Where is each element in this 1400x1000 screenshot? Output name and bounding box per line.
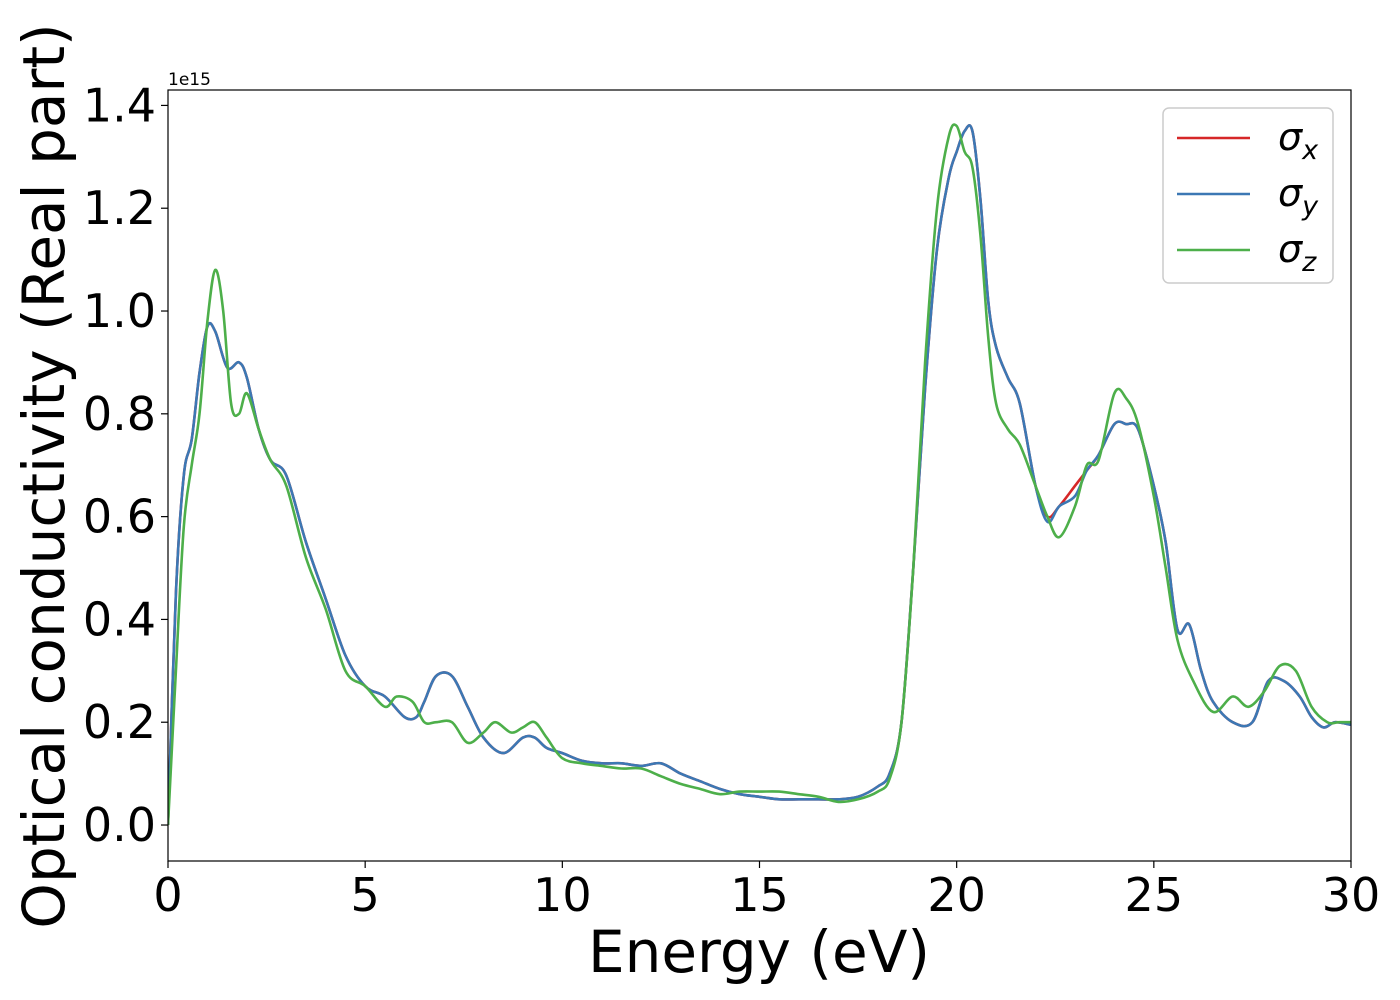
y-tick-label: 0.4: [83, 592, 156, 646]
x-axis-label: Energy (eV): [588, 918, 930, 986]
x-tick-label: 15: [730, 868, 789, 922]
x-tick-label: 20: [927, 868, 986, 922]
x-tick-label: 10: [533, 868, 592, 922]
y-tick-label: 0.8: [83, 387, 156, 441]
legend-box: [1162, 107, 1334, 284]
y-tick-label: 0.2: [83, 695, 156, 749]
y-axis-label: Optical conductivity (Real part): [10, 23, 78, 928]
y-tick-label: 1.4: [83, 78, 156, 132]
y-offset-text: 1e15: [168, 70, 211, 90]
x-tick-label: 25: [1125, 868, 1184, 922]
y-tick-label: 1.0: [83, 284, 156, 338]
series-line-z: [168, 123, 1351, 826]
series-layer: [168, 123, 1351, 826]
y-axis: 0.0 0.2 0.4 0.6 0.8 1.0 1.2 1.4: [83, 78, 168, 852]
x-tick-label: 0: [153, 868, 182, 922]
y-tick-label: 0.6: [83, 490, 156, 544]
y-tick-label: 1.2: [83, 181, 156, 235]
x-axis: 0 5 10 15 20 25 30: [153, 861, 1380, 922]
x-tick-label: 5: [351, 868, 380, 922]
y-tick-label: 0.0: [83, 798, 156, 852]
series-line-y: [168, 124, 1351, 826]
x-tick-label: 30: [1322, 868, 1381, 922]
